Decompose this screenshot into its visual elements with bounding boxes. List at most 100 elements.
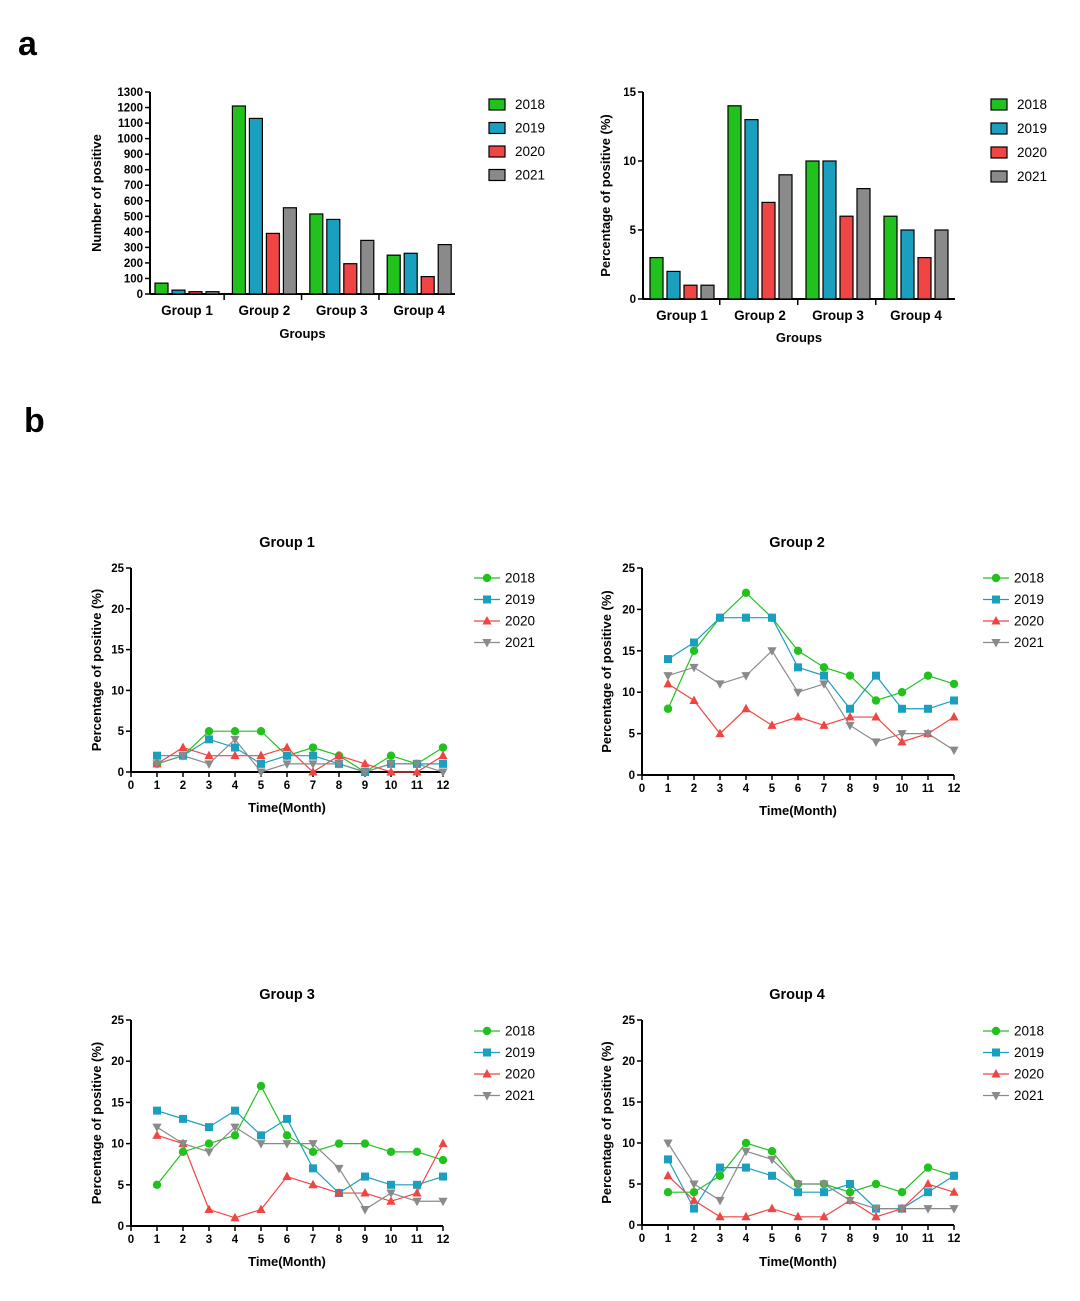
bar-2021-group-2 — [778, 174, 793, 300]
point-2019-month-8 — [846, 1180, 854, 1188]
point-2018-month-11 — [412, 1147, 422, 1157]
point-2018-month-1 — [663, 704, 673, 713]
series-line-2020 — [667, 1175, 955, 1218]
legend-marker — [991, 1092, 1001, 1101]
point-2018-month-3 — [204, 1139, 214, 1148]
point-2020-month-8 — [334, 750, 344, 760]
point-2020-month-6 — [793, 712, 803, 721]
y-tick-label: 15 — [111, 1097, 124, 1109]
point-2021-month-9 — [871, 738, 881, 747]
y-tick-label: 20 — [622, 1056, 635, 1068]
point-2021-month-1 — [152, 1123, 162, 1133]
legend-label: 2020 — [505, 614, 535, 629]
legend-swatch — [488, 145, 506, 158]
bar-2020-group-4 — [917, 257, 932, 300]
x-tick-label: 10 — [385, 780, 398, 792]
point-2020-month-11 — [412, 767, 422, 776]
point-2018-month-9 — [871, 696, 881, 705]
legend-marker — [483, 595, 491, 604]
y-axis-title: Percentage of positive (%) — [599, 1041, 614, 1204]
legend-swatch — [488, 168, 506, 182]
point-2021-month-1 — [663, 1139, 673, 1148]
legend-label: 2020 — [1014, 614, 1044, 629]
point-2021-month-3 — [204, 760, 214, 769]
legend-label: 2018 — [505, 1024, 535, 1039]
x-tick-label: 9 — [873, 1233, 879, 1245]
y-tick-label: 0 — [629, 770, 635, 782]
point-2018-month-8 — [845, 1188, 855, 1197]
point-2020-month-7 — [308, 767, 318, 776]
point-2021-month-9 — [360, 1206, 370, 1215]
bar-2019-group-1 — [171, 289, 186, 295]
x-tick-label: 2 — [180, 780, 186, 792]
point-2018-month-10 — [897, 688, 907, 697]
x-tick-label: 5 — [258, 780, 265, 792]
series-line-2019 — [157, 738, 443, 773]
point-2018-month-3 — [715, 1171, 725, 1181]
x-category-label: Group 2 — [734, 308, 786, 323]
y-tick-label: 1100 — [118, 118, 143, 130]
x-tick-label: 7 — [821, 1233, 827, 1245]
point-2018-month-12 — [438, 743, 448, 752]
legend-label: 2018 — [515, 97, 545, 112]
point-2019-month-11 — [413, 1180, 421, 1189]
legend-marker — [482, 639, 492, 648]
point-2020-month-6 — [282, 742, 292, 752]
x-tick-label: 6 — [795, 783, 801, 795]
bar-2021-group-4 — [437, 243, 452, 295]
point-2018-month-5 — [256, 1081, 266, 1091]
point-2019-month-5 — [257, 759, 265, 768]
point-2021-month-5 — [767, 647, 777, 656]
chart-title: Group 2 — [769, 535, 825, 551]
point-2019-month-9 — [872, 671, 880, 680]
point-2018-month-12 — [949, 679, 959, 689]
legend-label: 2020 — [1017, 145, 1047, 160]
point-2021-month-7 — [308, 760, 318, 769]
series-line-2021 — [156, 738, 444, 773]
legend-label: 2021 — [505, 635, 535, 650]
point-2019-month-12 — [439, 1172, 447, 1181]
bar-2020-group-3 — [343, 263, 358, 295]
point-2018-month-4 — [230, 727, 240, 736]
y-tick-label: 25 — [622, 563, 635, 575]
x-tick-label: 6 — [795, 1233, 801, 1245]
x-tick-label: 9 — [362, 1234, 368, 1246]
bar-2019-group-3 — [822, 160, 837, 300]
point-2019-month-12 — [439, 759, 447, 768]
x-category-label: Group 2 — [239, 303, 291, 318]
point-2021-month-12 — [949, 746, 959, 756]
point-2018-month-2 — [178, 1147, 188, 1157]
point-2019-month-5 — [257, 1131, 265, 1140]
point-2020-month-4 — [230, 750, 240, 760]
legend-label: 2019 — [515, 121, 545, 136]
x-axis-title: Groups — [279, 326, 325, 341]
point-2020-month-10 — [386, 767, 396, 776]
y-tick-label: 800 — [124, 165, 143, 177]
point-2020-month-5 — [767, 1203, 777, 1213]
point-2021-month-10 — [897, 730, 907, 739]
point-2020-month-7 — [819, 720, 829, 729]
point-2018-month-5 — [767, 1147, 777, 1156]
y-axis-title: Percentage of positive (%) — [599, 590, 614, 753]
point-2019-month-6 — [283, 1114, 291, 1123]
y-tick-label: 15 — [622, 646, 635, 658]
point-2021-month-2 — [689, 663, 699, 673]
bar-2020-group-4 — [420, 275, 435, 295]
y-tick-label: 25 — [111, 563, 124, 575]
point-2019-month-10 — [387, 1180, 395, 1189]
point-2020-month-5 — [767, 720, 777, 729]
x-tick-label: 9 — [873, 783, 879, 795]
point-2019-month-5 — [768, 613, 776, 622]
x-tick-label: 8 — [847, 783, 854, 795]
legend-label: 2020 — [505, 1067, 535, 1082]
point-2021-month-8 — [845, 721, 855, 731]
point-2021-month-7 — [819, 1180, 829, 1189]
point-2020-month-3 — [204, 1204, 214, 1214]
legend-label: 2018 — [505, 571, 535, 586]
point-2020-month-6 — [793, 1211, 803, 1221]
series-line-2018 — [668, 1142, 955, 1193]
point-2020-month-8 — [845, 712, 855, 721]
point-2020-month-5 — [256, 1204, 266, 1214]
series-line-2018 — [667, 592, 955, 710]
